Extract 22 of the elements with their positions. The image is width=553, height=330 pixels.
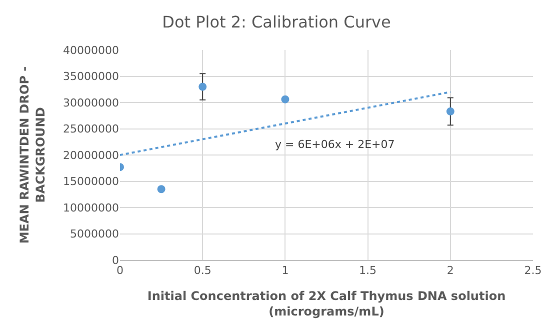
y-tick-label: 0 — [112, 254, 119, 267]
chart-title: Dot Plot 2: Calibration Curve — [162, 12, 391, 32]
y-tick-label: 35000000 — [63, 70, 119, 84]
x-tick-label: 2.5 — [524, 264, 542, 278]
y-tick-label: 20000000 — [63, 148, 119, 162]
y-tick-label: 30000000 — [63, 96, 119, 110]
x-tick-label: 1 — [282, 264, 289, 278]
y-tick-label: 40000000 — [63, 44, 119, 57]
point — [157, 185, 166, 194]
x-axis-title: Initial Concentration of 2X Calf Thymus DNA solution (micrograms/mL) — [147, 289, 506, 319]
y-tick-label: 5000000 — [70, 228, 119, 241]
x-tick-label: 0.5 — [194, 264, 212, 278]
point — [281, 95, 290, 104]
point — [198, 82, 207, 91]
y-axis-title: MEAN RAWINTDEN DROP - BACKGROUND — [18, 66, 48, 244]
x-tick-label: 1.5 — [359, 264, 377, 278]
point — [446, 107, 454, 116]
y-tick-label: 25000000 — [63, 122, 119, 136]
y-tick-label: 10000000 — [63, 201, 119, 214]
y-tick-label: 15000000 — [63, 175, 119, 188]
annotation: y = 6E+06x + 2E+07 — [275, 138, 395, 151]
x-tick-label: 2 — [446, 264, 454, 278]
